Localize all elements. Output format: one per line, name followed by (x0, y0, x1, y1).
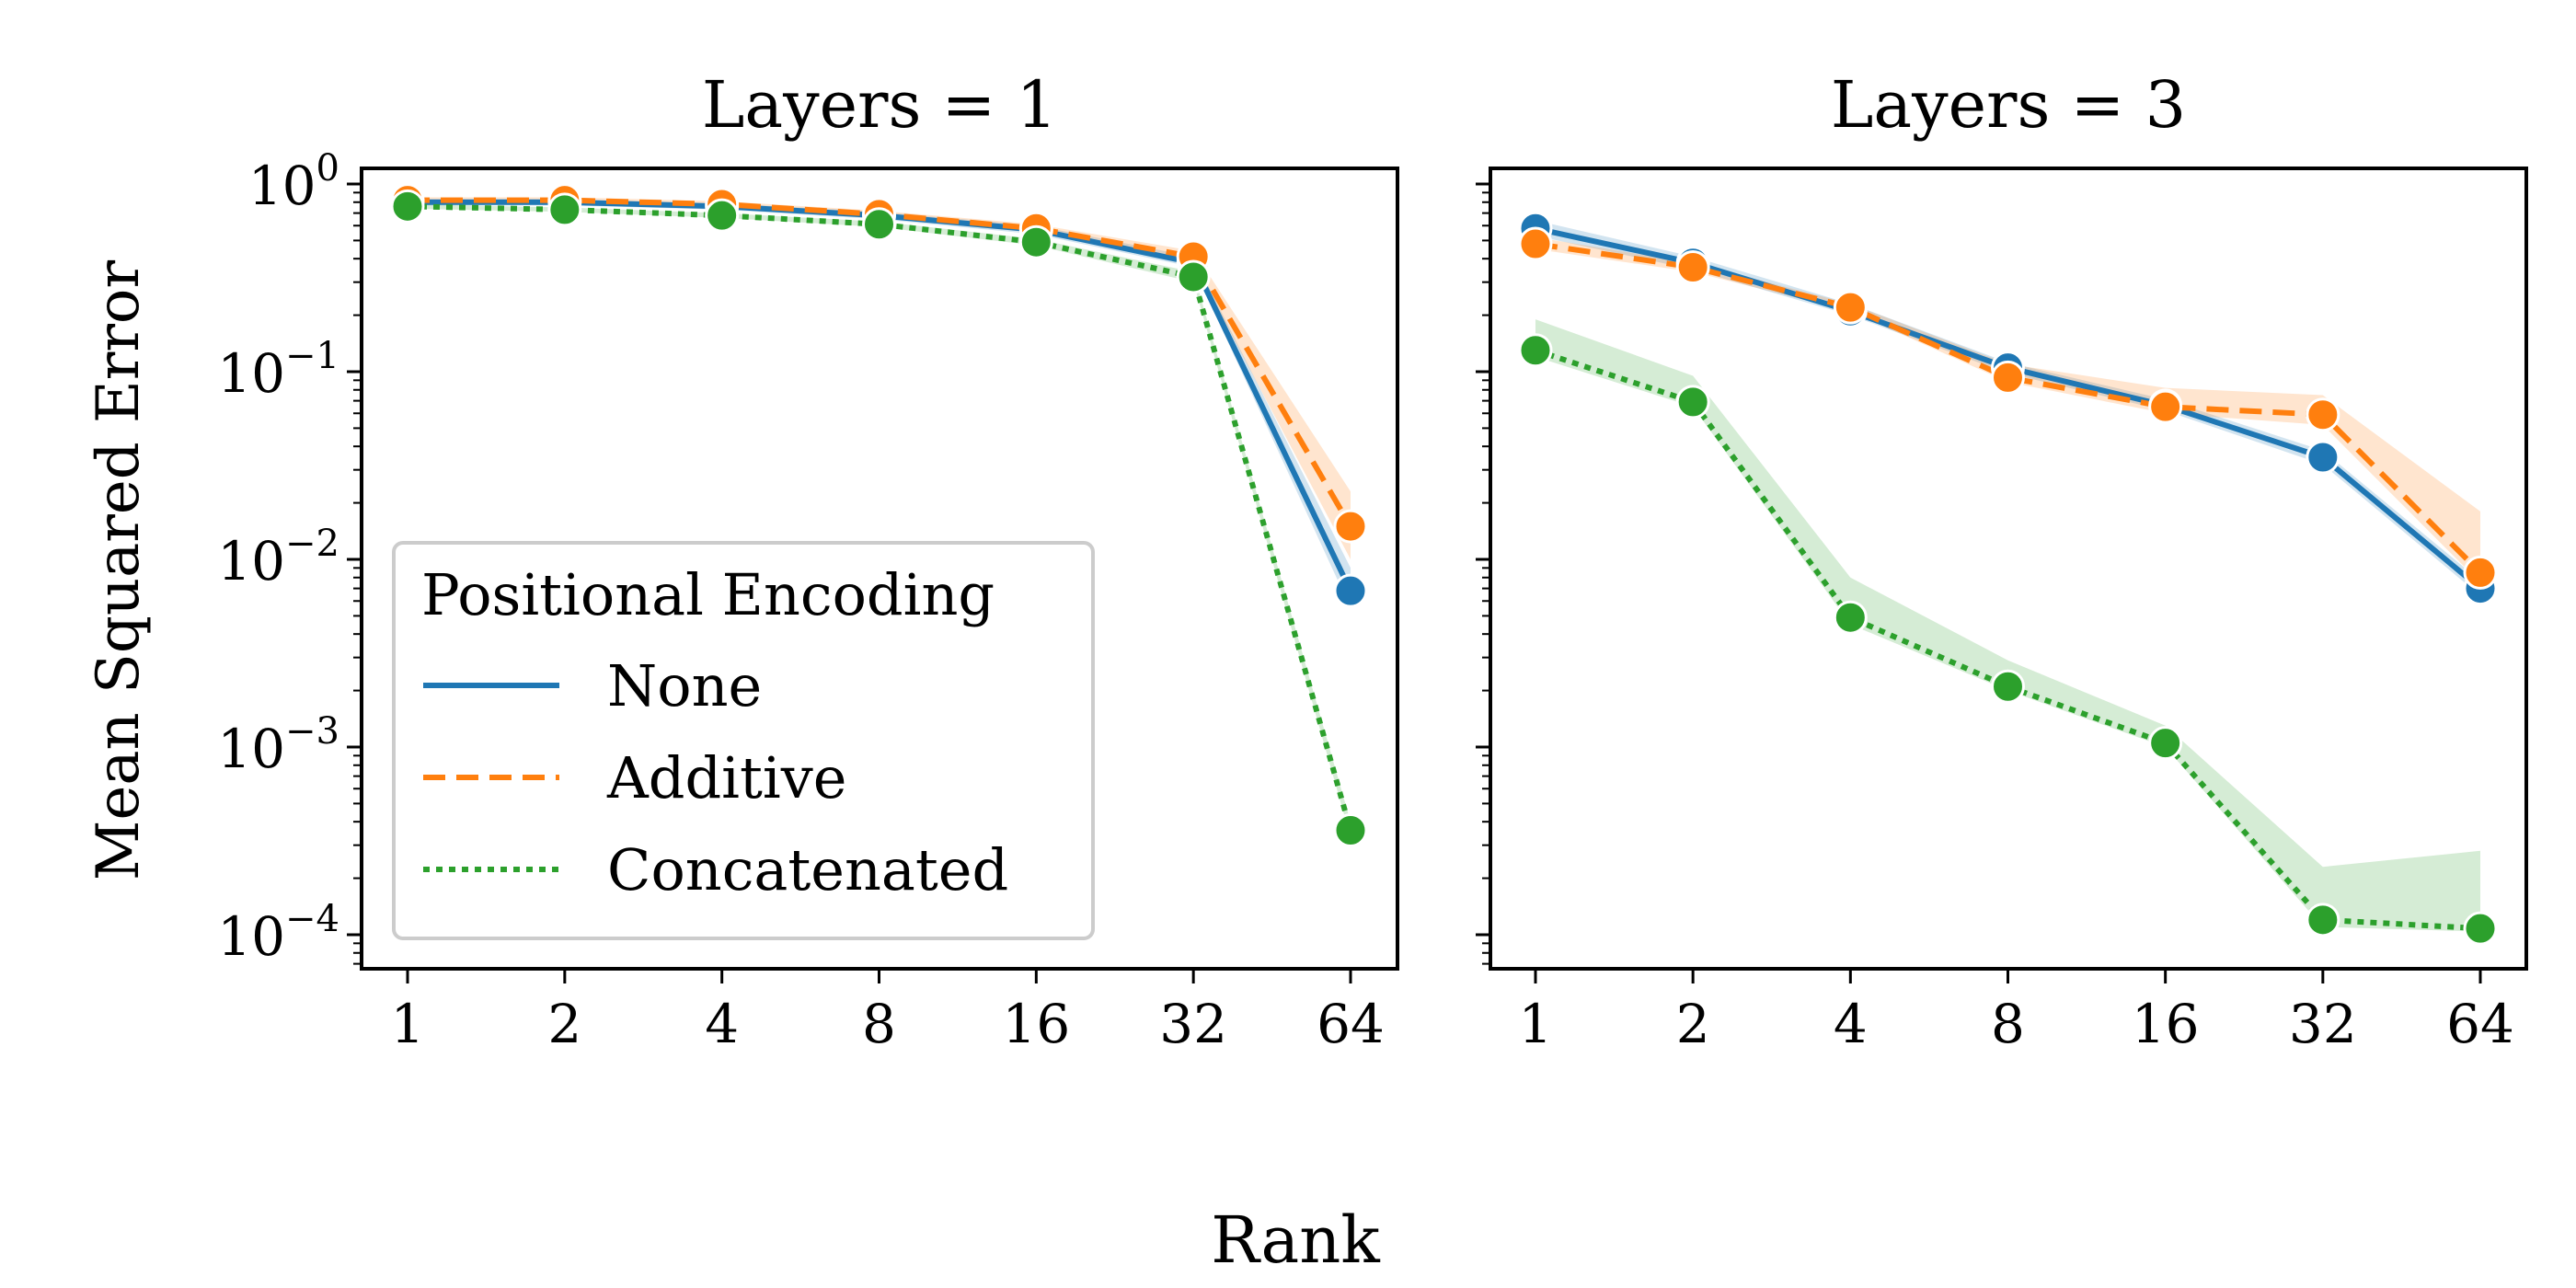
marker-none (2306, 440, 2340, 475)
panel-title: Layers = 1 (702, 67, 1057, 143)
marker-concatenated (1176, 259, 1211, 294)
marker-concatenated (2306, 903, 2340, 937)
legend: Positional Encoding None Additive Concaten… (392, 541, 1095, 940)
x-tick-label: 2 (547, 993, 581, 1055)
panel-title: Layers = 3 (1831, 67, 2186, 143)
marker-concatenated (1675, 385, 1710, 420)
x-tick-label: 8 (1991, 993, 2025, 1055)
y-tick-label: 100 (248, 147, 339, 217)
marker-concatenated (1518, 333, 1553, 368)
marker-concatenated (1333, 813, 1368, 848)
marker-additive (1675, 250, 1710, 285)
confidence-bands (1535, 220, 2480, 932)
legend-title: Positional Encoding (421, 561, 995, 628)
marker-none (1333, 573, 1368, 608)
x-tick-label: 64 (1317, 993, 1385, 1055)
marker-additive (2148, 389, 2183, 424)
band-additive (1535, 236, 2480, 583)
marker-additive (2306, 397, 2340, 432)
y-tick-label: 10−2 (217, 523, 339, 592)
x-tick-label: 16 (1002, 993, 1070, 1055)
y-axis-label: Mean Squared Error (85, 260, 153, 881)
series-markers (1518, 211, 2498, 946)
legend-label-none: None (607, 652, 762, 719)
marker-additive (1333, 509, 1368, 544)
axes-frame (360, 167, 1399, 971)
marker-concatenated (2148, 726, 2183, 761)
marker-concatenated (1833, 600, 1868, 635)
x-tick-label: 1 (1519, 993, 1553, 1055)
panel-layers-3: 1 2 4 8 16 32 64 Layers = 3 (1476, 67, 2528, 1055)
marker-concatenated (390, 189, 425, 224)
series-markers (390, 183, 1368, 848)
x-tick-label: 2 (1676, 993, 1710, 1055)
x-tick-label: 32 (2289, 993, 2357, 1055)
x-tick-label: 4 (1834, 993, 1868, 1055)
x-tick-label: 64 (2446, 993, 2514, 1055)
legend-label-additive: Additive (606, 744, 846, 811)
legend-entries: None Additive Concatenated (423, 652, 1008, 903)
y-tick-label: 10−4 (217, 898, 339, 968)
y-tick-label: 10−3 (217, 710, 339, 780)
x-tick-label: 8 (862, 993, 896, 1055)
y-axis-ticks: 100 10−1 10−2 10−3 10−4 (217, 147, 362, 968)
legend-label-concatenated: Concatenated (607, 836, 1008, 903)
marker-concatenated (2463, 911, 2498, 946)
y-tick-label: 10−1 (217, 335, 339, 405)
x-axis-label: Rank (1211, 1202, 1380, 1278)
marker-concatenated (862, 207, 896, 242)
marker-concatenated (705, 198, 740, 233)
x-tick-label: 1 (391, 993, 425, 1055)
marker-additive (2463, 555, 2498, 590)
x-axis-ticks: 1 2 4 8 16 32 64 (1519, 969, 2514, 1055)
marker-additive (1518, 226, 1553, 261)
marker-additive (1991, 360, 2025, 395)
marker-concatenated (1018, 224, 1053, 259)
marker-concatenated (1991, 669, 2025, 704)
panel-layers-1: 1 2 4 8 16 32 64 100 10−1 10−2 10−3 10−4 Layers = … (217, 67, 1399, 1055)
x-axis-ticks: 1 2 4 8 16 32 64 (391, 969, 1385, 1055)
legend-box (392, 541, 1095, 940)
marker-concatenated (547, 192, 582, 227)
marker-additive (1833, 290, 1868, 325)
x-tick-label: 16 (2132, 993, 2200, 1055)
x-tick-label: 32 (1159, 993, 1227, 1055)
band-concatenated (1535, 319, 2480, 932)
axes-frame (1489, 167, 2528, 971)
x-tick-label: 4 (705, 993, 739, 1055)
